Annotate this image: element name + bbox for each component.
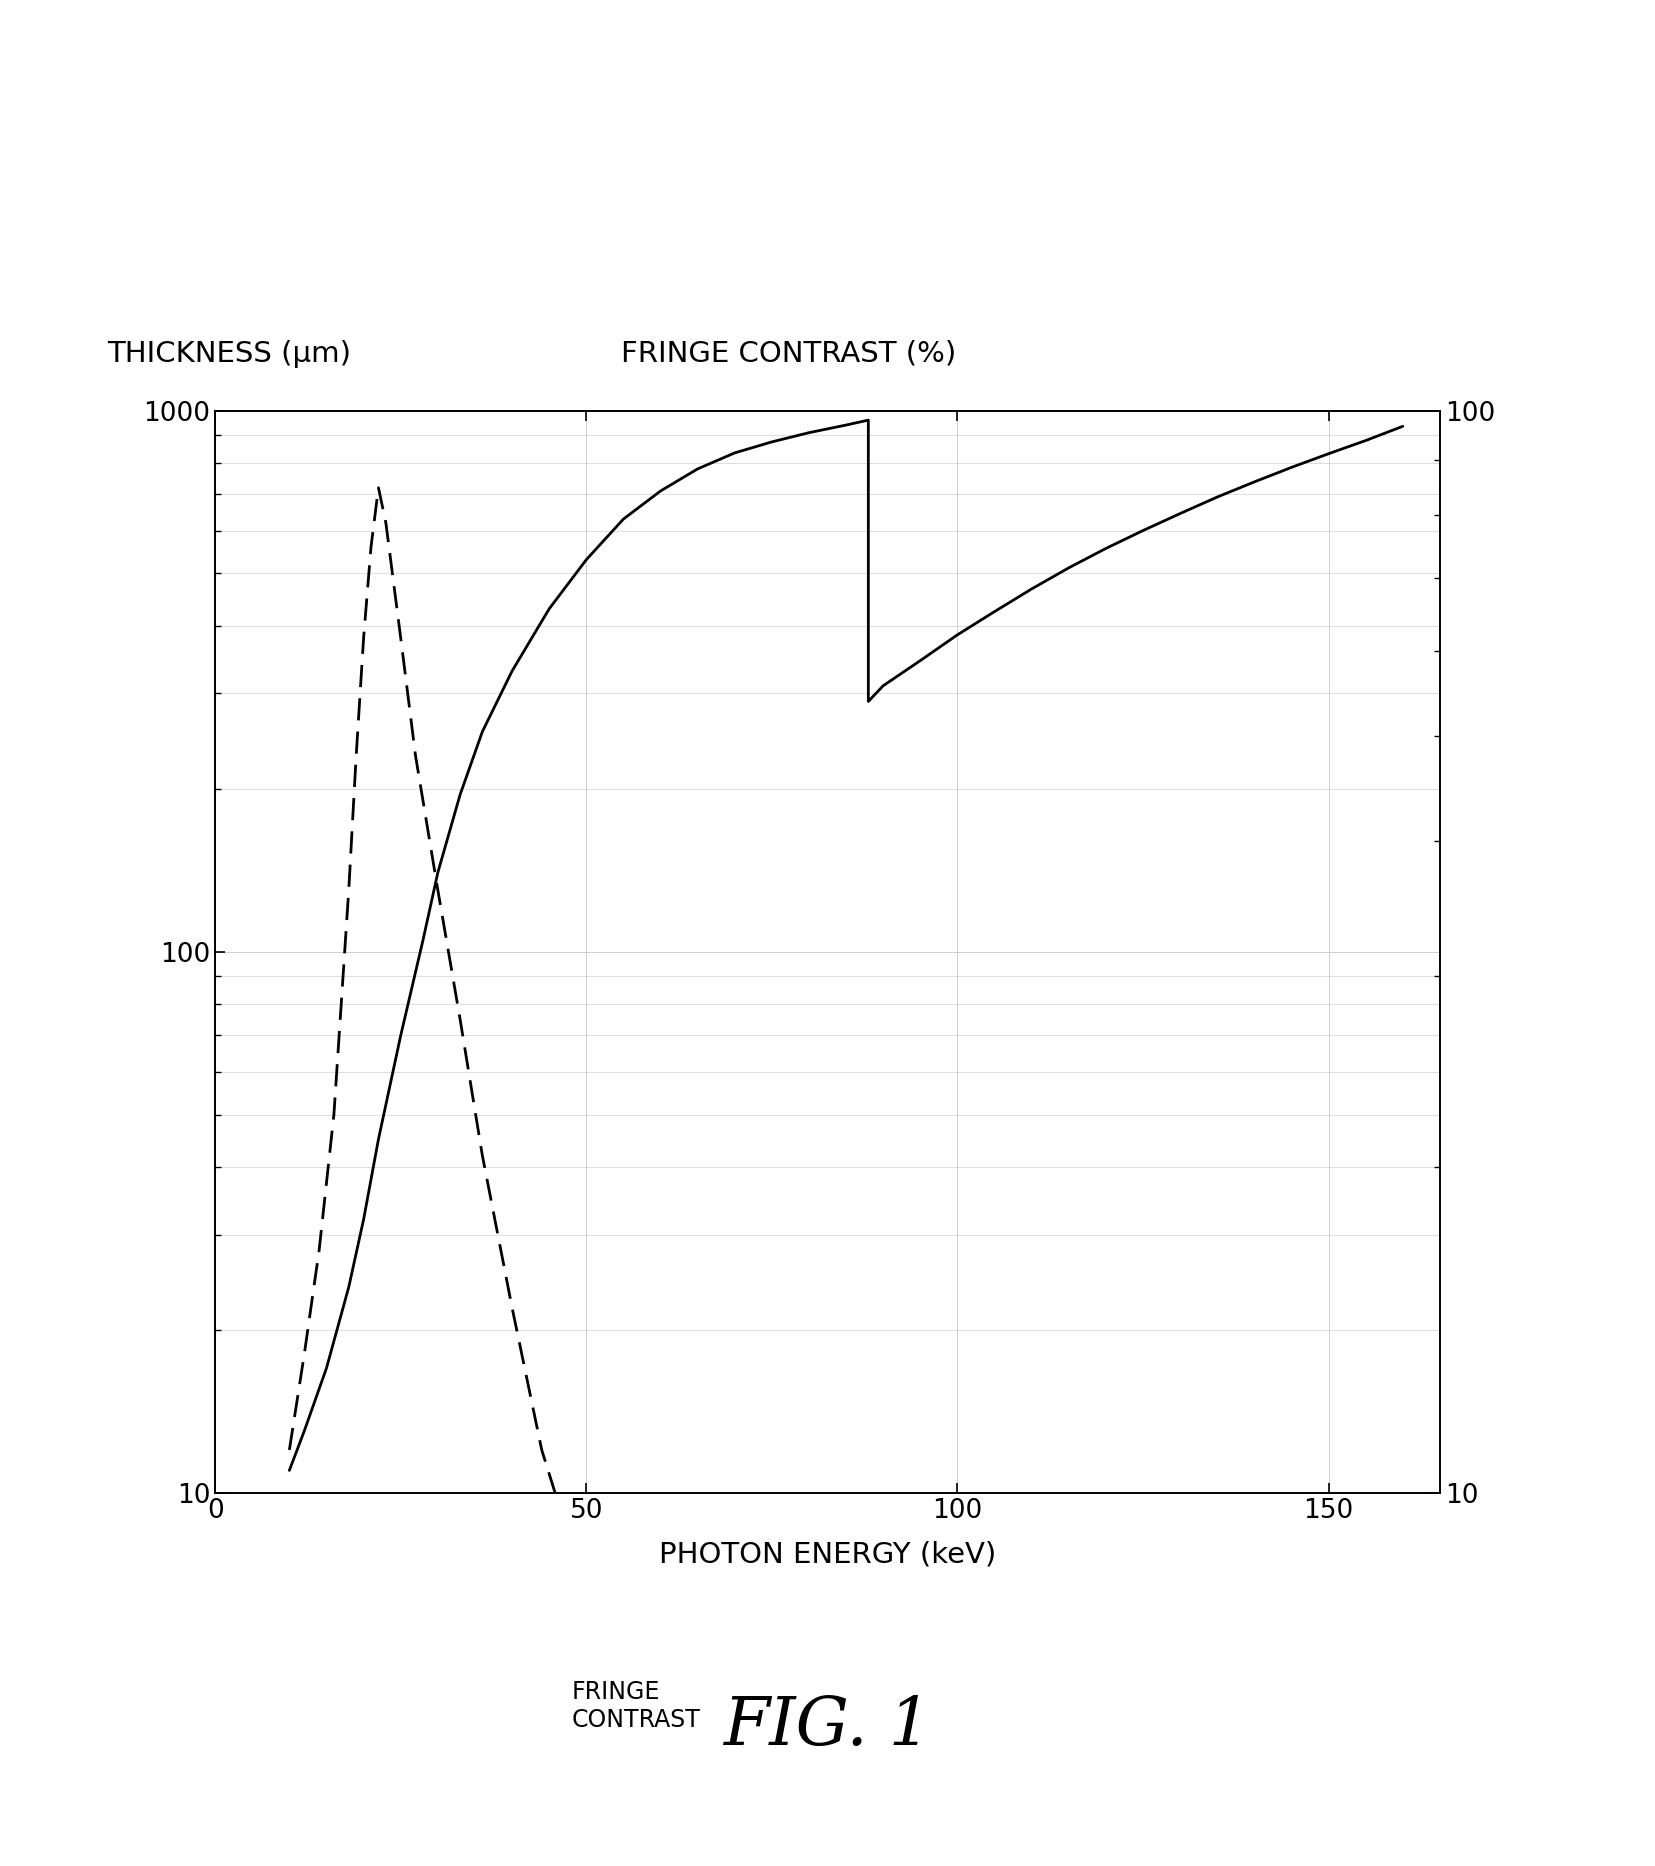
- X-axis label: PHOTON ENERGY (keV): PHOTON ENERGY (keV): [659, 1539, 996, 1567]
- Text: FRINGE
CONTRAST: FRINGE CONTRAST: [571, 1681, 700, 1732]
- Text: THICKNESS (μm): THICKNESS (μm): [108, 340, 351, 368]
- Text: FRINGE CONTRAST (%): FRINGE CONTRAST (%): [621, 340, 957, 368]
- Text: FIG. 1: FIG. 1: [723, 1694, 932, 1758]
